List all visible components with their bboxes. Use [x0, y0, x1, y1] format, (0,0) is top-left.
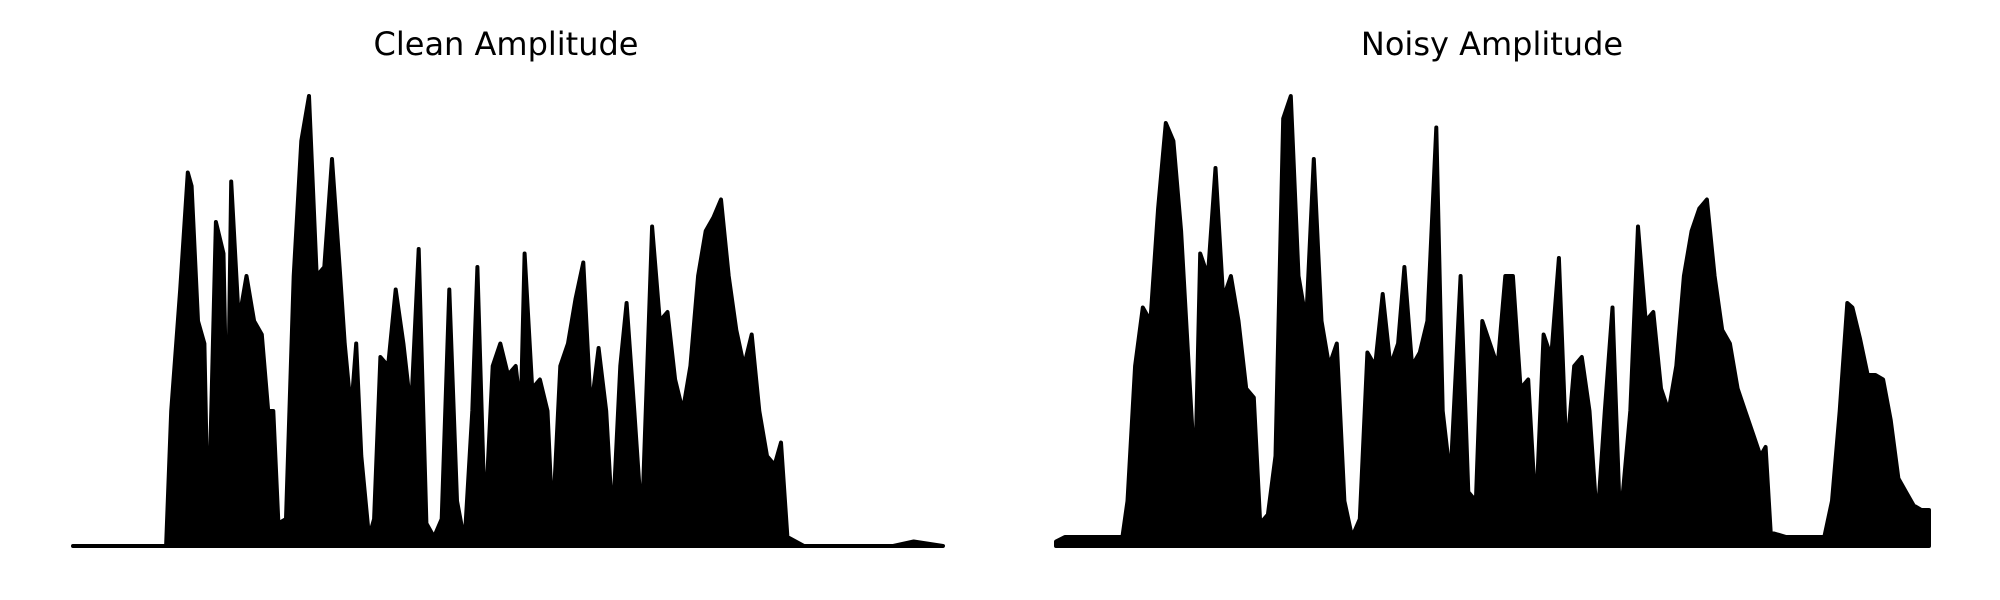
- chart-title: Clean Amplitude: [374, 25, 639, 63]
- amplitude-area: [71, 94, 945, 548]
- chart-title: Noisy Amplitude: [1361, 25, 1623, 63]
- amplitude-area: [1054, 94, 1931, 548]
